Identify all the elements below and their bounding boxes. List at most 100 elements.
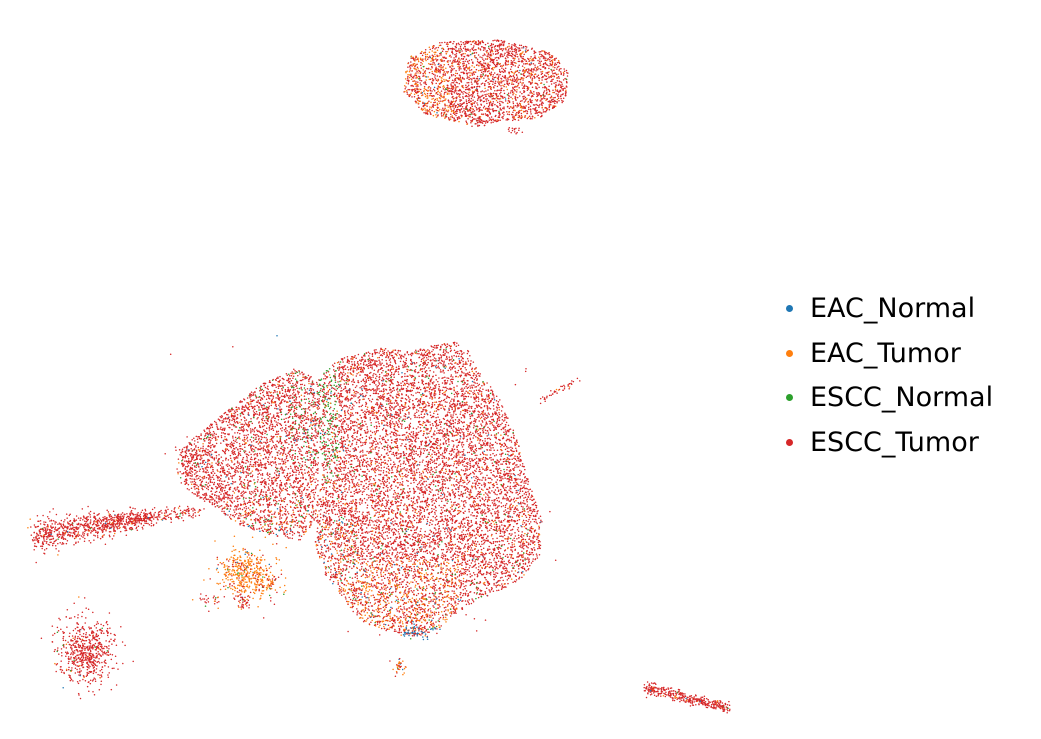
scatter-point	[420, 528, 422, 530]
scatter-point	[358, 592, 360, 595]
scatter-point	[365, 389, 367, 392]
scatter-point	[466, 77, 468, 80]
scatter-point	[549, 63, 551, 65]
scatter-point	[361, 585, 363, 587]
scatter-point	[535, 87, 537, 90]
scatter-point	[448, 356, 451, 358]
scatter-point	[397, 352, 399, 354]
scatter-point	[527, 101, 529, 103]
scatter-point	[529, 105, 532, 108]
scatter-point	[453, 389, 455, 392]
scatter-point	[440, 68, 442, 71]
scatter-point	[443, 86, 446, 89]
scatter-point	[412, 85, 415, 87]
scatter-point	[504, 71, 506, 73]
scatter-point	[482, 113, 485, 115]
scatter-point	[423, 82, 425, 84]
scatter-point	[472, 111, 474, 113]
scatter-point	[540, 100, 542, 102]
scatter-point	[510, 518, 513, 521]
scatter-point	[389, 536, 392, 539]
scatter-point	[433, 344, 436, 347]
scatter-point	[527, 542, 530, 544]
scatter-point	[360, 568, 363, 570]
scatter-point	[554, 64, 556, 67]
scatter-point	[414, 65, 416, 68]
scatter-point	[512, 111, 514, 113]
scatter-point	[451, 520, 454, 522]
scatter-point	[439, 475, 441, 478]
scatter-point	[522, 87, 524, 89]
scatter-point	[468, 371, 471, 374]
scatter-point	[415, 77, 417, 79]
scatter-point	[383, 420, 386, 422]
scatter-point	[460, 85, 463, 87]
scatter-point	[508, 571, 510, 573]
scatter-point	[349, 415, 352, 417]
scatter-point	[523, 97, 525, 100]
scatter-point	[363, 490, 365, 492]
scatter-point	[470, 97, 473, 100]
scatter-point	[529, 117, 532, 120]
scatter-point	[495, 109, 498, 112]
scatter-point	[410, 57, 412, 59]
scatter-point	[462, 65, 464, 67]
scatter-point	[481, 421, 484, 423]
scatter-point	[410, 376, 413, 379]
scatter-point	[428, 100, 430, 102]
scatter-point	[516, 76, 519, 78]
scatter-point	[476, 454, 478, 457]
scatter-point	[423, 85, 426, 88]
scatter-point	[440, 509, 443, 511]
scatter-point	[473, 504, 476, 506]
scatter-point	[473, 102, 475, 105]
scatter-point	[375, 373, 377, 376]
scatter-point	[365, 482, 367, 485]
scatter-point	[472, 108, 475, 111]
scatter-point	[451, 116, 454, 119]
scatter-point	[350, 495, 352, 497]
scatter-point	[538, 105, 540, 107]
scatter-point	[376, 495, 378, 498]
scatter-point	[535, 103, 537, 106]
scatter-point	[322, 383, 325, 386]
scatter-point	[455, 55, 457, 58]
scatter-point	[453, 119, 455, 122]
scatter-point	[449, 41, 452, 44]
scatter-point	[451, 79, 454, 81]
scatter-point	[463, 101, 465, 104]
scatter-point	[350, 408, 352, 411]
scatter-point	[424, 569, 427, 571]
scatter-point	[541, 106, 544, 109]
scatter-point	[498, 46, 501, 48]
scatter-point	[501, 65, 504, 68]
scatter-point	[405, 448, 408, 451]
scatter-point	[463, 90, 465, 93]
scatter-point	[404, 90, 406, 93]
scatter-point	[460, 43, 463, 46]
scatter-point	[436, 58, 439, 61]
scatter-point	[494, 441, 497, 443]
scatter-point	[487, 42, 489, 45]
scatter-point	[445, 98, 447, 100]
scatter-point	[489, 80, 492, 83]
scatter-point	[456, 576, 459, 578]
scatter-point	[528, 115, 531, 117]
scatter-point	[458, 61, 460, 64]
scatter-point	[474, 42, 476, 45]
scatter-point	[547, 73, 550, 76]
scatter-point	[515, 113, 517, 115]
scatter-point	[541, 72, 544, 75]
scatter-point	[524, 116, 526, 118]
scatter-point	[367, 497, 370, 499]
scatter-point	[375, 443, 377, 446]
scatter-point	[377, 501, 380, 503]
scatter-point	[469, 551, 472, 554]
scatter-point	[451, 360, 454, 362]
scatter-point	[531, 60, 533, 62]
scatter-point	[450, 71, 452, 73]
scatter-point	[489, 429, 492, 432]
scatter-point	[437, 63, 440, 66]
scatter-point	[436, 109, 439, 112]
scatter-point	[522, 45, 525, 48]
